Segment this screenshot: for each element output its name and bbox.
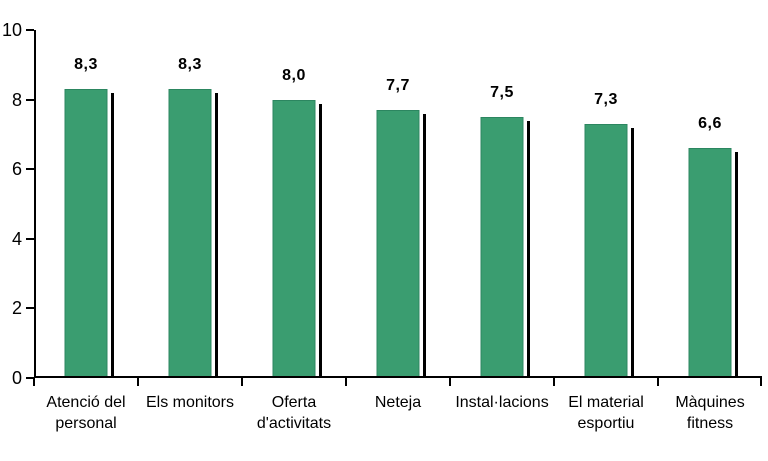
- bar: [64, 89, 108, 378]
- bar-value-label: 7,5: [490, 84, 514, 101]
- y-tick-label: 2: [11, 298, 22, 319]
- y-axis-line: [34, 30, 36, 378]
- bar-group: 7,5: [450, 30, 554, 378]
- bar: [480, 117, 524, 378]
- bar-group: 8,3: [138, 30, 242, 378]
- bar-value-label: 8,3: [74, 56, 98, 74]
- category-label: Instal·lacions: [455, 394, 549, 411]
- y-tick: [26, 168, 34, 171]
- bar: [272, 99, 316, 378]
- y-tick-label: 8: [11, 89, 22, 110]
- category-label: Màquines fitness: [675, 394, 745, 432]
- x-tick: [33, 378, 35, 386]
- bar-group: 7,7: [346, 30, 450, 378]
- category-label: Oferta d'activitats: [256, 394, 332, 432]
- x-tick: [240, 378, 243, 386]
- bar-group: 8,3: [34, 30, 138, 378]
- y-tick-label: 0: [11, 368, 22, 388]
- bar-shadow: [214, 93, 218, 378]
- x-tick: [136, 378, 139, 386]
- y-tick-label: 4: [11, 228, 22, 249]
- y-tick: [26, 98, 34, 101]
- x-tick: [760, 378, 762, 386]
- x-tick: [553, 378, 555, 386]
- x-tick: [657, 378, 659, 386]
- y-tick-label: 6: [11, 159, 22, 180]
- bar-group: 7,3: [554, 30, 658, 378]
- y-tick: [26, 377, 34, 379]
- y-tick-label: 10: [1, 20, 22, 40]
- y-tick: [26, 307, 34, 310]
- bar: [584, 123, 628, 378]
- bar-shadow: [110, 93, 114, 378]
- y-tick: [26, 237, 34, 240]
- bar-shadow: [630, 127, 634, 378]
- bar-shadow: [318, 103, 322, 378]
- bar-group: 6,6: [658, 30, 762, 378]
- bar-shadow: [422, 114, 426, 378]
- category-label: Neteja: [374, 394, 422, 411]
- bar: [168, 89, 212, 378]
- category-label: Atenció del personal: [46, 394, 126, 432]
- x-tick: [448, 378, 451, 386]
- bar-shadow: [734, 152, 738, 378]
- x-axis-line: [34, 376, 762, 378]
- category-label: Els monitors: [145, 394, 235, 411]
- plot-area: 8,3 8,3 8,0 7,7 7,5 7,3 6,6: [26, 29, 762, 386]
- y-axis-labels: 0 2 4 6 8 10: [0, 20, 22, 388]
- x-axis-category-labels: Atenció del personal Els monitors Oferta d…: [34, 392, 762, 434]
- bar-shadow: [526, 121, 530, 378]
- category-label: El material esportiu: [568, 394, 644, 432]
- bar-value-label: 6,6: [698, 115, 722, 133]
- bar: [376, 110, 420, 378]
- bar-value-label: 7,3: [594, 90, 618, 108]
- x-tick: [345, 378, 347, 386]
- bar: [688, 148, 732, 378]
- bar-value-label: 8,3: [178, 56, 202, 74]
- bar-value-label: 8,0: [282, 66, 306, 84]
- bar-value-label: 7,7: [386, 77, 410, 95]
- y-tick: [26, 29, 34, 31]
